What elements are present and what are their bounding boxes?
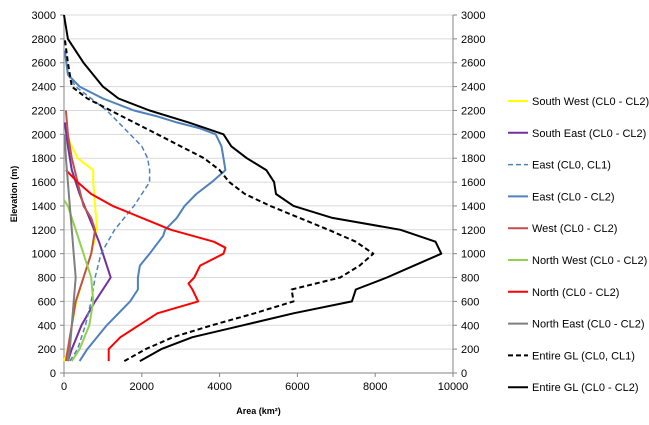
y-tick-label-right: 2800 <box>461 34 485 46</box>
y-tick-label-left: 400 <box>38 320 56 332</box>
y-tick-label-left: 2600 <box>32 58 56 70</box>
series-line <box>63 134 77 362</box>
axes <box>63 15 454 374</box>
y-tick-label-right: 2200 <box>461 105 485 117</box>
series-line <box>63 14 443 362</box>
legend-label: Entire GL (CL0, CL1) <box>532 350 635 362</box>
y-tick-label-left: 2000 <box>32 129 56 141</box>
y-tick-label-right: 2400 <box>461 82 485 94</box>
x-tick-label: 8000 <box>363 381 387 393</box>
y-tick-label-left: 2800 <box>32 34 56 46</box>
y-tick-label-left: 1400 <box>32 201 56 213</box>
y-tick-label-left: 3000 <box>32 10 56 22</box>
legend-label: East (CL0, CL1) <box>532 160 611 172</box>
y-tick-label-right: 200 <box>461 344 479 356</box>
y-tick-label-right: 2600 <box>461 58 485 70</box>
series-lines <box>63 14 443 362</box>
y-tick-label-right: 600 <box>461 296 479 308</box>
gridlines <box>64 14 453 374</box>
y-tick-label-left: 600 <box>38 296 56 308</box>
y-tick-label-right: 800 <box>461 273 479 285</box>
legend-label: North East (CL0 - CL2) <box>532 319 644 331</box>
legend-label: North West (CL0 - CL2) <box>532 255 647 267</box>
y-tick-label-left: 2400 <box>32 82 56 94</box>
series-line <box>63 122 112 362</box>
series-line <box>65 169 227 362</box>
y-tick-label-left: 2200 <box>32 105 56 117</box>
legend: South West (CL0 - CL2) South East (CL0 - … <box>508 96 649 394</box>
x-tick-label: 10000 <box>438 381 469 393</box>
legend-label: South West (CL0 - CL2) <box>532 96 649 108</box>
y-tick-label-left: 1600 <box>32 177 56 189</box>
y-tick-label-right: 3000 <box>461 10 485 22</box>
legend-label: North (CL0 - CL2) <box>532 287 619 299</box>
y-tick-label-right: 1000 <box>461 249 485 261</box>
x-tick-label: 4000 <box>207 381 231 393</box>
y-tick-label-left: 1000 <box>32 249 56 261</box>
x-tick-label: 6000 <box>285 381 309 393</box>
y-axis-title: Elevation (m) <box>9 166 19 223</box>
y-tick-label-left: 1200 <box>32 225 56 237</box>
x-tick-label: 0 <box>61 381 67 393</box>
y-tick-label-right: 1600 <box>461 177 485 189</box>
y-tick-label-right: 400 <box>461 320 479 332</box>
legend-label: Entire GL (CL0 - CL2) <box>532 382 639 394</box>
y-tick-label-right: 1400 <box>461 201 485 213</box>
series-line <box>63 38 375 362</box>
legend-label: South East (CL0 - CL2) <box>532 128 646 140</box>
legend-label: West (CL0 - CL2) <box>532 223 617 235</box>
series-line <box>63 50 227 362</box>
series-line <box>64 110 97 362</box>
y-tick-label-right: 1200 <box>461 225 485 237</box>
y-tick-label-left: 0 <box>50 368 56 380</box>
y-tick-label-left: 200 <box>38 344 56 356</box>
y-tick-label-left: 1800 <box>32 153 56 165</box>
x-tick-label: 2000 <box>130 381 154 393</box>
y-tick-label-right: 0 <box>461 368 467 380</box>
legend-label: East (CL0 - CL2) <box>532 191 615 203</box>
y-tick-label-left: 800 <box>38 273 56 285</box>
y-tick-label-right: 2000 <box>461 129 485 141</box>
series-line <box>63 199 95 362</box>
y-tick-label-right: 1800 <box>461 153 485 165</box>
x-axis-title: Area (km²) <box>236 406 281 416</box>
